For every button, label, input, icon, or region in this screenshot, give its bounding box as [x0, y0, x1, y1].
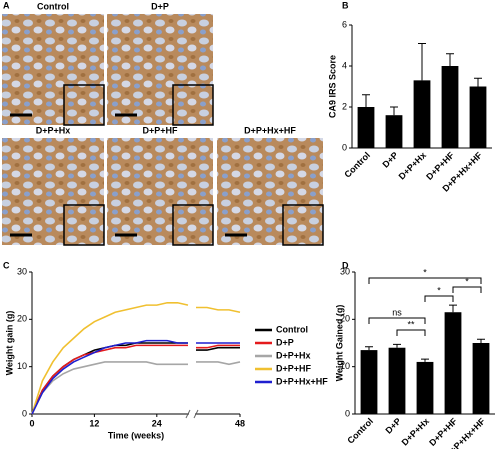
inset — [172, 84, 214, 126]
error-bar — [362, 94, 370, 107]
inset — [63, 84, 105, 126]
error-bar — [418, 42, 426, 81]
line — [31, 361, 188, 415]
panel-label: B — [342, 0, 349, 10]
panel-label: A — [3, 0, 10, 10]
y-axis-label: Weight Gained (g) — [334, 305, 344, 382]
x-tick-label: D+P+Hx — [397, 150, 428, 181]
line — [31, 339, 188, 415]
significance-bracket — [368, 317, 426, 324]
significance-bracket — [424, 295, 454, 302]
y-tick-label: 20 — [340, 314, 350, 324]
significance-label: * — [437, 285, 441, 295]
image-label: D+P+HF — [142, 125, 178, 135]
legend-label: D+P+HF — [276, 363, 312, 373]
error-bar — [421, 358, 429, 362]
y-axis-label: CA9 IRS Score — [327, 55, 337, 118]
panel-label: D — [342, 260, 349, 270]
axis-break — [185, 409, 199, 419]
bar — [416, 361, 434, 414]
axis-break-gap — [189, 410, 195, 418]
image-label: D+P — [151, 1, 169, 11]
y-tick-label: 2 — [342, 101, 347, 111]
x-tick-label: 24 — [152, 418, 162, 428]
y-tick-label: 30 — [340, 266, 350, 276]
y-tick-label: 10 — [340, 361, 350, 371]
error-bar — [393, 343, 401, 348]
x-tick-label: 0 — [29, 418, 34, 428]
significance-bracket — [452, 286, 482, 293]
bar — [360, 350, 378, 414]
y-tick-label: 4 — [342, 60, 347, 70]
inset — [172, 204, 214, 246]
error-bar — [449, 304, 457, 313]
x-tick-label: 12 — [89, 418, 99, 428]
bar — [472, 343, 490, 414]
inset — [63, 204, 105, 246]
line — [196, 346, 240, 351]
legend-label: Control — [276, 324, 308, 334]
x-tick-label: Control — [342, 150, 372, 180]
image-label: Control — [37, 1, 69, 11]
line — [196, 344, 240, 349]
y-tick-label: 10 — [17, 361, 27, 371]
x-axis-label: Time (weeks) — [108, 430, 164, 440]
significance-bracket — [396, 329, 426, 336]
bar — [441, 66, 459, 148]
line — [196, 361, 241, 366]
significance-label: ** — [407, 319, 415, 329]
inset — [282, 204, 324, 246]
legend-label: D+P — [276, 337, 294, 347]
error-bar — [446, 53, 454, 66]
panel-label: C — [3, 260, 10, 270]
x-tick-label: D+P — [380, 150, 400, 170]
significance-label: * — [465, 276, 469, 286]
x-tick-label: Control — [345, 416, 375, 446]
bar — [385, 115, 403, 148]
significance-label: * — [423, 267, 427, 277]
y-tick-label: 0 — [345, 408, 350, 418]
image-label: D+P+Hx — [36, 125, 71, 135]
y-tick-label: 0 — [22, 408, 27, 418]
legend-label: D+P+Hx+HF — [276, 376, 328, 386]
legend-label: D+P+Hx — [276, 350, 311, 360]
bar — [357, 107, 375, 148]
x-tick-label: D+P — [383, 416, 403, 436]
error-bar — [477, 338, 485, 343]
x-tick-label: 48 — [235, 418, 245, 428]
error-bar — [474, 77, 482, 87]
error-bar — [365, 346, 373, 351]
error-bar — [390, 106, 398, 116]
y-tick-label: 0 — [342, 142, 347, 152]
significance-bracket — [368, 277, 482, 284]
line — [196, 306, 241, 314]
y-tick-label: 30 — [17, 266, 27, 276]
y-axis-label: Weight gain (g) — [4, 311, 14, 376]
bar — [469, 86, 487, 148]
x-tick-label: D+P+Hx — [400, 416, 431, 447]
bar — [413, 80, 431, 148]
line — [31, 344, 188, 415]
y-tick-label: 6 — [342, 19, 347, 29]
bar — [388, 347, 406, 414]
bar — [444, 312, 462, 414]
image-label: D+P+Hx+HF — [244, 125, 296, 135]
y-tick-label: 20 — [17, 314, 27, 324]
line — [31, 301, 189, 415]
significance-label: ns — [392, 307, 402, 317]
